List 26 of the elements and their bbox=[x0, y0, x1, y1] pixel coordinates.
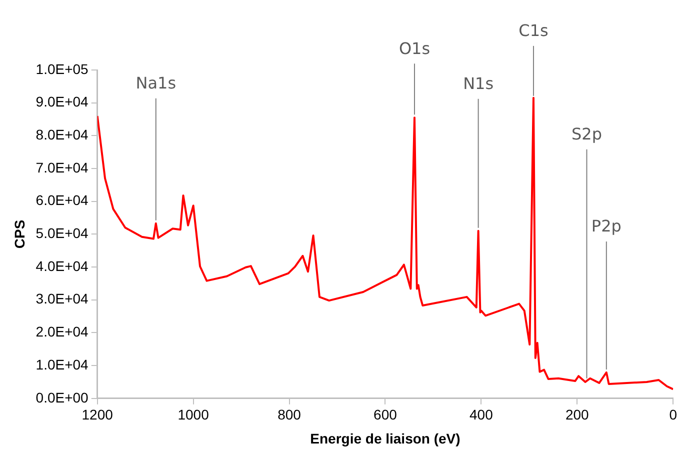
x-tick-label: 1200 bbox=[82, 406, 114, 423]
y-axis-title: CPS bbox=[11, 220, 28, 249]
x-tick-label: 1000 bbox=[178, 406, 210, 423]
x-axis-title: Energie de liaison (eV) bbox=[310, 430, 460, 446]
annotation: N1s bbox=[463, 74, 494, 94]
annotation: S2p bbox=[571, 124, 602, 144]
x-tick-label: 200 bbox=[565, 406, 590, 423]
y-tick-label: 6.0E+04 bbox=[36, 192, 89, 208]
y-tick-label: 2.0E+04 bbox=[36, 324, 89, 340]
annotation: C1s bbox=[518, 21, 548, 40]
y-tick-label: 3.0E+04 bbox=[36, 290, 89, 307]
annotation: Na1s bbox=[136, 74, 176, 93]
y-tick-label: 9.0E+04 bbox=[36, 94, 89, 110]
y-tick-label: 7.0E+04 bbox=[36, 159, 89, 176]
y-tick-label: 8.0E+04 bbox=[36, 126, 89, 143]
y-tick-label: 0.0E+00 bbox=[36, 389, 89, 406]
annotation: O1s bbox=[398, 38, 430, 58]
x-tick-label: 0 bbox=[669, 406, 678, 423]
y-tick-label: 1.0E+05 bbox=[36, 60, 89, 77]
y-tick-label: 5.0E+04 bbox=[36, 225, 89, 242]
x-tick-label: 800 bbox=[278, 406, 302, 423]
y-tick-label: 4.0E+04 bbox=[36, 258, 89, 274]
x-tick-label: 400 bbox=[470, 406, 494, 423]
annotation: P2p bbox=[591, 216, 622, 236]
y-tick-label: 1.0E+04 bbox=[36, 356, 89, 372]
x-tick-label: 600 bbox=[374, 406, 398, 423]
